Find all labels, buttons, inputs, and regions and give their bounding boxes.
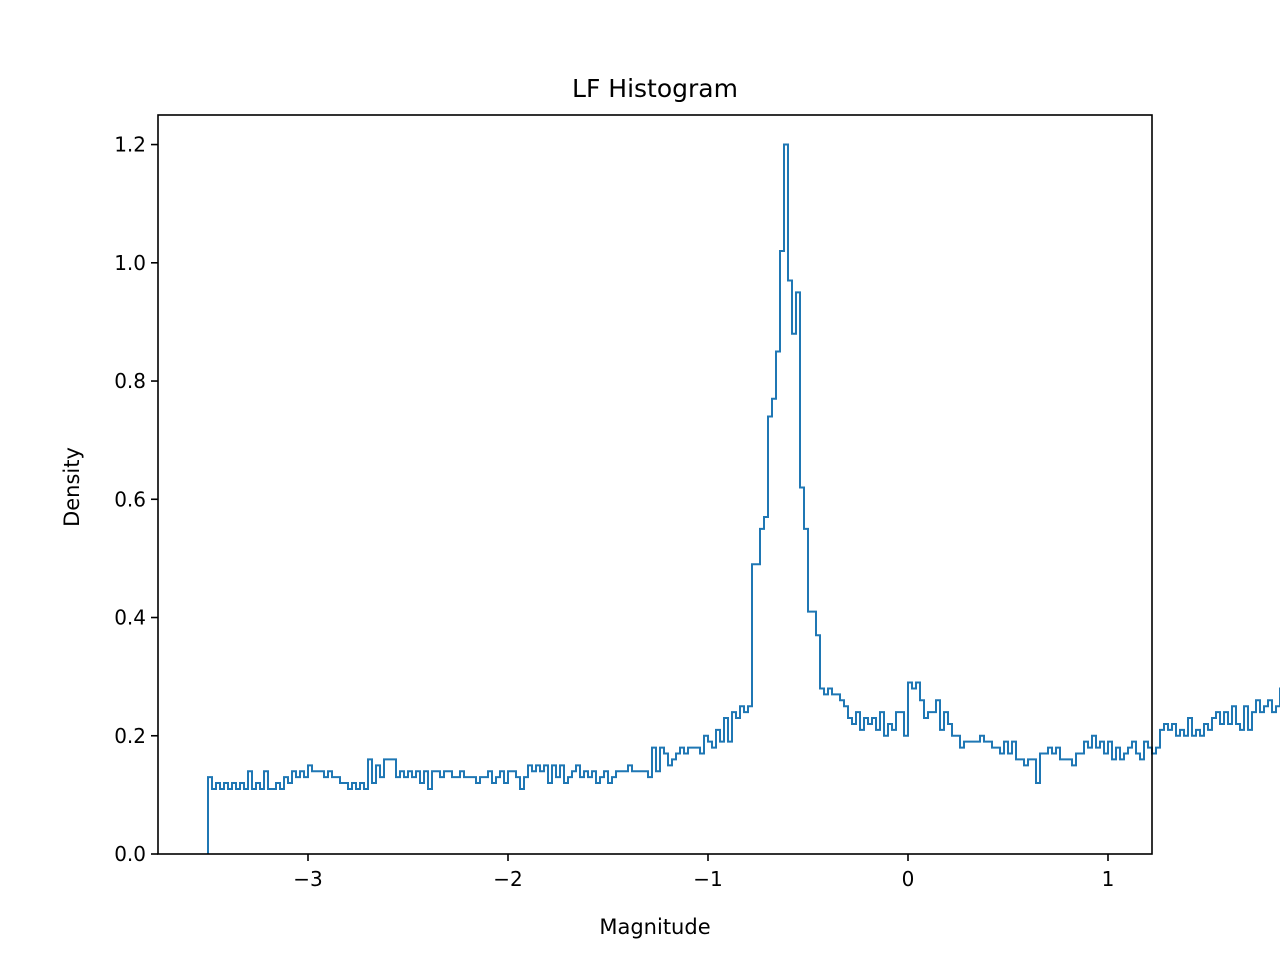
plot-area bbox=[207, 143, 1280, 854]
axes-frame bbox=[157, 114, 1153, 855]
histogram-step-series-0 bbox=[207, 143, 1280, 854]
y-axis: 0.0 0.2 0.4 0.6 0.8 1.0 1.2 bbox=[114, 133, 158, 866]
x-tick-label: −3 bbox=[293, 867, 322, 891]
y-tick-label: 0.0 bbox=[114, 842, 146, 866]
x-axis: −3 −2 −1 0 1 bbox=[293, 854, 1114, 891]
y-tick-label: 0.2 bbox=[114, 724, 146, 748]
y-axis-label: Density bbox=[60, 447, 84, 527]
y-tick-label: 0.6 bbox=[114, 487, 146, 511]
x-tick-label: 1 bbox=[1102, 867, 1115, 891]
y-tick-label: 1.0 bbox=[114, 251, 146, 275]
x-tick-label: −1 bbox=[693, 867, 722, 891]
y-tick-label: 0.8 bbox=[114, 369, 146, 393]
y-tick-label: 1.2 bbox=[114, 133, 146, 157]
x-tick-label: 0 bbox=[902, 867, 915, 891]
x-axis-label: Magnitude bbox=[599, 915, 710, 939]
chart-title: LF Histogram bbox=[572, 74, 738, 103]
x-tick-label: −2 bbox=[493, 867, 522, 891]
y-tick-label: 0.4 bbox=[114, 606, 146, 630]
